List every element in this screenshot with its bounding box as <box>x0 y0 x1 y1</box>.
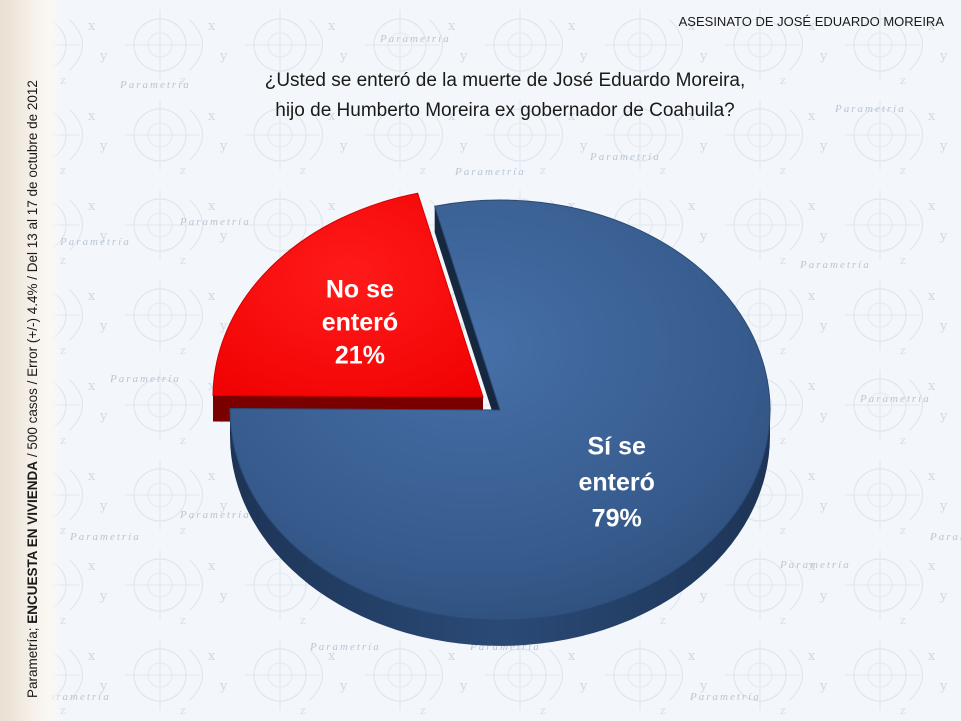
pie-labels: Sí se enteró 79% No se enteró 21% <box>322 276 655 533</box>
question-line-1: ¿Usted se enteró de la muerte de José Ed… <box>264 70 746 91</box>
watermark-text: Parametría <box>379 33 451 45</box>
watermark-text: Parametría <box>859 393 931 405</box>
watermark-text: Parametría <box>589 151 661 163</box>
si-label-line2: enteró <box>578 468 654 496</box>
watermark-text: Parametría <box>929 531 961 543</box>
pie-slice-no <box>212 192 484 398</box>
no-value-label: 21% <box>335 342 385 370</box>
watermark-text: Parametría <box>109 373 181 385</box>
watermark-text: Parametría <box>799 259 871 271</box>
survey-question: ¿Usted se enteró de la muerte de José Ed… <box>150 66 860 126</box>
page-title: ASESINATO DE JOSÉ EDUARDO MOREIRA <box>678 14 944 29</box>
pie-slice-si <box>229 199 771 621</box>
question-line-2: hijo de Humberto Moreira ex gobernador d… <box>275 100 735 121</box>
watermark-text: Parametría <box>69 531 141 543</box>
no-label-line1: No se <box>326 276 394 304</box>
left-decorative-strip <box>0 0 62 721</box>
watermark-text: Parametría <box>689 691 761 703</box>
pie-slices <box>212 192 771 621</box>
watermark-text: Parametría <box>779 559 851 571</box>
no-label-line2: enteró <box>322 309 398 337</box>
watermark-text: Parametría <box>834 103 906 115</box>
si-value-label: 79% <box>592 504 642 532</box>
si-label-line1: Sí se <box>588 432 646 460</box>
pie-slice-cut-face <box>434 206 500 436</box>
watermark-text: Parametría <box>179 509 251 521</box>
watermark-text: Parametría <box>309 641 381 653</box>
watermark-text: Parametría <box>59 236 131 248</box>
watermark-text: Parametría <box>119 79 191 91</box>
watermark-text: Parametría <box>179 216 251 228</box>
watermark-text: Parametría <box>454 166 526 178</box>
